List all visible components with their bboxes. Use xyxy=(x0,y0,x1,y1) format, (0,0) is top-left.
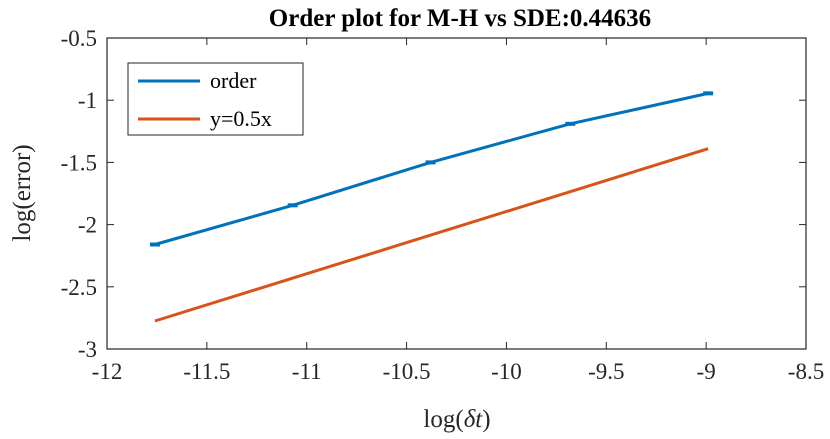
x-axis-label-prefix: log( xyxy=(423,406,463,433)
y-tick-label: -1.5 xyxy=(61,150,97,175)
x-tick-label: -11.5 xyxy=(183,359,230,384)
tick-labels: -12 -11.5 -11 -10.5 -10 -9.5 -9 -8.5 -3 -2.5 -2 -1.… xyxy=(61,26,825,384)
y-tick-label: -2.5 xyxy=(61,275,97,300)
x-tick-label: -9.5 xyxy=(588,359,624,384)
x-axis-label-suffix: ) xyxy=(482,406,490,433)
legend: order y=0.5x xyxy=(127,62,304,136)
series-layer xyxy=(149,91,714,323)
x-axis-label: log(δt) xyxy=(423,406,490,433)
legend-label-y-0.5x: y=0.5x xyxy=(210,106,272,131)
data-point xyxy=(287,203,298,208)
x-tick-label: -9 xyxy=(697,359,716,384)
y-tick-label: -1 xyxy=(78,88,97,113)
x-tick-label: -8.5 xyxy=(788,359,824,384)
y-tick-label: -2 xyxy=(78,213,97,238)
y-axis-label: log(error) xyxy=(9,144,36,241)
x-tick-label: -12 xyxy=(92,359,123,384)
y-tick-label: -3 xyxy=(78,337,97,362)
x-tick-label: -10.5 xyxy=(383,359,431,384)
data-point xyxy=(703,91,714,96)
x-tick-label: -10 xyxy=(491,359,522,384)
series-line-y-0.5x xyxy=(154,147,709,323)
data-point xyxy=(565,121,576,126)
chart-title: Order plot for M-H vs SDE:0.44636 xyxy=(269,5,651,32)
axes-box xyxy=(106,37,807,350)
legend-label-order: order xyxy=(210,68,257,93)
data-point xyxy=(425,160,436,165)
legend-box xyxy=(127,62,304,136)
x-tick-label: -11 xyxy=(292,359,322,384)
x-axis-label-delta: δt xyxy=(464,406,484,433)
y-tick-label: -0.5 xyxy=(61,26,97,51)
data-point xyxy=(149,242,160,247)
